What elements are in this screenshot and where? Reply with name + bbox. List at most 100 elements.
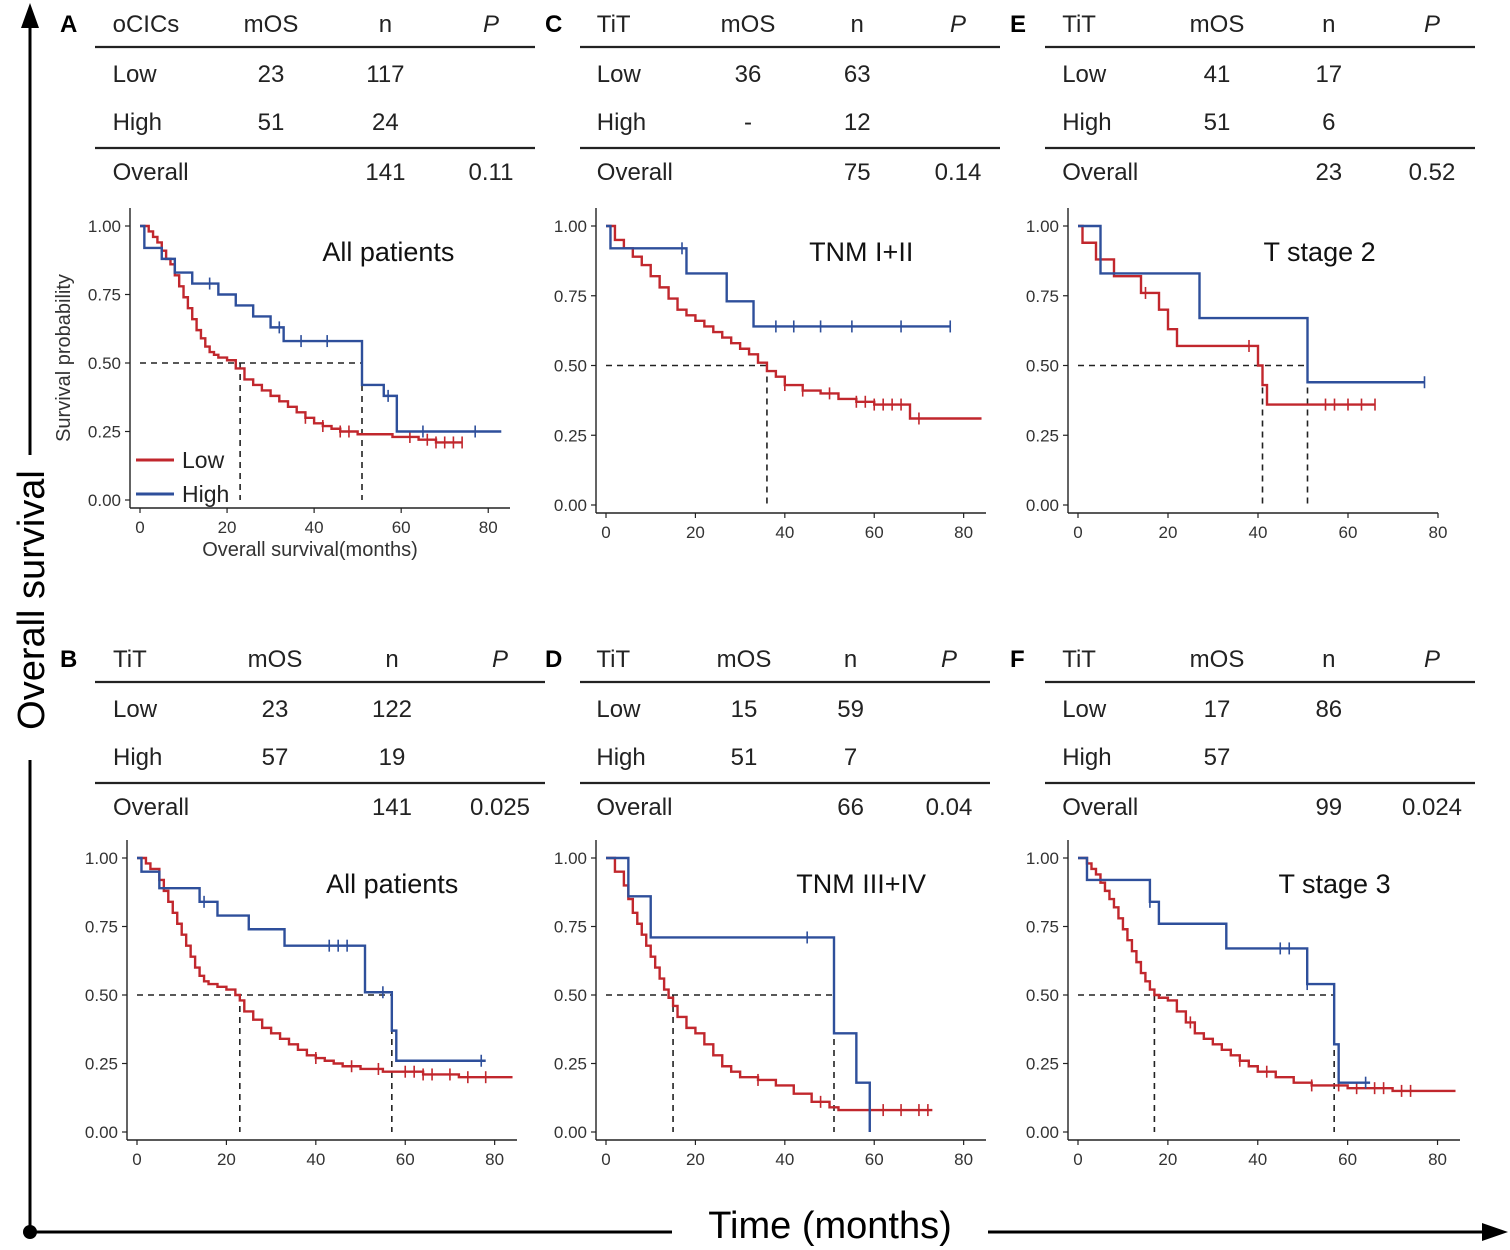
series-high-curve [1078, 856, 1371, 1084]
x-tick-label: 80 [954, 1150, 973, 1169]
km-plot: 0.00 0.25 0.50 0.75 1.00 0 20 40 60 80 T stage 3 [1026, 840, 1460, 1169]
table-cell: 23 [258, 61, 285, 88]
table-header: mOS [721, 11, 776, 38]
table-header: TiT [1062, 646, 1096, 673]
x-tick-label: 60 [1339, 523, 1358, 542]
table-cell: 7 [844, 744, 857, 771]
y-tick-label: 0.75 [554, 918, 587, 937]
table-cell: 117 [366, 61, 404, 88]
table-cell: 66 [837, 794, 864, 821]
table-cell: 51 [258, 109, 285, 136]
stats-table: TiT mOS n P Low 23 122 High 57 19 Overall 141 0.025 [95, 646, 545, 821]
panel-letter: D [545, 646, 562, 673]
stats-table: TiT mOS n P Low 36 63 High - 12 Overall 75 0.14 [580, 11, 1000, 186]
x-tick-label: 60 [865, 1150, 884, 1169]
table-header: P [1424, 11, 1440, 38]
table-cell: Overall [113, 159, 189, 186]
y-tick-label: 0.50 [554, 986, 587, 1005]
p-value: 0.04 [926, 794, 973, 821]
table-cell: 75 [844, 159, 871, 186]
table-cell: 6 [1322, 109, 1335, 136]
table-cell: 57 [262, 744, 289, 771]
table-cell: High [597, 109, 646, 136]
x-tick-label: 60 [392, 518, 411, 537]
series-high-curve [606, 856, 871, 1132]
y-tick-label: 0.00 [554, 1123, 587, 1142]
panel-letter: F [1010, 646, 1025, 673]
y-tick-label: 0.25 [554, 1055, 587, 1074]
y-tick-label: 0.00 [88, 491, 121, 510]
table-header: n [385, 646, 398, 673]
panel-letter: E [1010, 11, 1026, 38]
x-tick-label: 0 [601, 1150, 610, 1169]
x-tick-label: 0 [1073, 523, 1082, 542]
x-tick-label: 20 [1159, 523, 1178, 542]
table-header: P [941, 646, 957, 673]
x-tick-label: 80 [954, 523, 973, 542]
table-header: mOS [717, 646, 772, 673]
table-cell: Overall [597, 159, 673, 186]
y-tick-label: 0.25 [1026, 1055, 1059, 1074]
table-header: n [379, 11, 392, 38]
x-tick-label: 20 [218, 518, 237, 537]
table-cell: Low [1062, 696, 1107, 723]
figure-y-arrowhead [21, 3, 39, 28]
table-header: n [851, 11, 864, 38]
y-tick-label: 0.50 [554, 357, 587, 376]
table-cell: Low [597, 61, 642, 88]
figure-x-arrowhead [1482, 1223, 1508, 1241]
km-plot: 0.00 0.25 0.50 0.75 1.00 0 20 40 60 80 Overall sur… [53, 208, 510, 561]
series-low-curve [1078, 856, 1456, 1093]
table-header: TiT [113, 646, 147, 673]
y-tick-label: 0.50 [85, 986, 118, 1005]
y-tick-label: 0.75 [1026, 918, 1059, 937]
table-cell: High [113, 109, 162, 136]
km-plot: 0.00 0.25 0.50 0.75 1.00 0 20 40 60 80 TNM I+II [554, 208, 986, 542]
table-cell: - [744, 109, 752, 136]
stats-table: TiT mOS n P Low 41 17 High 51 6 Overall 23 0.52 [1045, 11, 1475, 186]
x-tick-label: 60 [396, 1150, 415, 1169]
panel-d: D TiT mOS n P Low 15 59 High 51 7 Overall 66 0.04 0.00… [545, 646, 990, 1169]
table-cell: High [113, 744, 162, 771]
series-high-curve [140, 224, 502, 433]
table-cell: 36 [735, 61, 762, 88]
km-plot: 0.00 0.25 0.50 0.75 1.00 0 20 40 60 80 T stage 2 [1026, 208, 1447, 542]
table-cell: 41 [1204, 61, 1231, 88]
table-cell: 51 [731, 744, 758, 771]
panel-c: C TiT mOS n P Low 36 63 High - 12 Overall 75 0.14 0.00… [545, 11, 1000, 542]
panel-letter: A [60, 11, 77, 38]
table-cell: High [1062, 109, 1111, 136]
legend-label: High [182, 481, 229, 507]
plot-title: T stage 2 [1264, 237, 1376, 267]
x-tick-label: 40 [775, 1150, 794, 1169]
panel-letter: B [60, 646, 77, 673]
panel-letter: C [545, 11, 562, 38]
x-tick-label: 80 [485, 1150, 504, 1169]
y-tick-label: 0.75 [554, 287, 587, 306]
y-tick-label: 1.00 [85, 849, 118, 868]
x-tick-label: 20 [686, 1150, 705, 1169]
table-header: P [492, 646, 508, 673]
table-header: P [483, 11, 499, 38]
x-tick-label: 40 [775, 523, 794, 542]
km-plot: 0.00 0.25 0.50 0.75 1.00 0 20 40 60 80 TNM III+IV [554, 840, 986, 1169]
y-tick-label: 0.50 [88, 354, 121, 373]
table-cell: 15 [731, 696, 758, 723]
table-cell: 141 [365, 159, 405, 186]
plot-title: All patients [322, 237, 454, 267]
table-cell: Low [113, 696, 158, 723]
legend-label: Low [182, 447, 225, 473]
table-cell: 23 [262, 696, 289, 723]
stats-table: TiT mOS n P Low 15 59 High 51 7 Overall 66 0.04 [580, 646, 990, 821]
y-tick-label: 0.25 [554, 426, 587, 445]
y-tick-label: 1.00 [554, 849, 587, 868]
y-tick-label: 0.00 [554, 496, 587, 515]
table-header: mOS [248, 646, 303, 673]
y-tick-label: 0.00 [85, 1123, 118, 1142]
y-tick-label: 1.00 [88, 217, 121, 236]
p-value: 0.024 [1402, 794, 1462, 821]
table-cell: Overall [1062, 794, 1138, 821]
figure-x-label: Time (months) [708, 1205, 952, 1247]
table-header: n [1322, 11, 1335, 38]
